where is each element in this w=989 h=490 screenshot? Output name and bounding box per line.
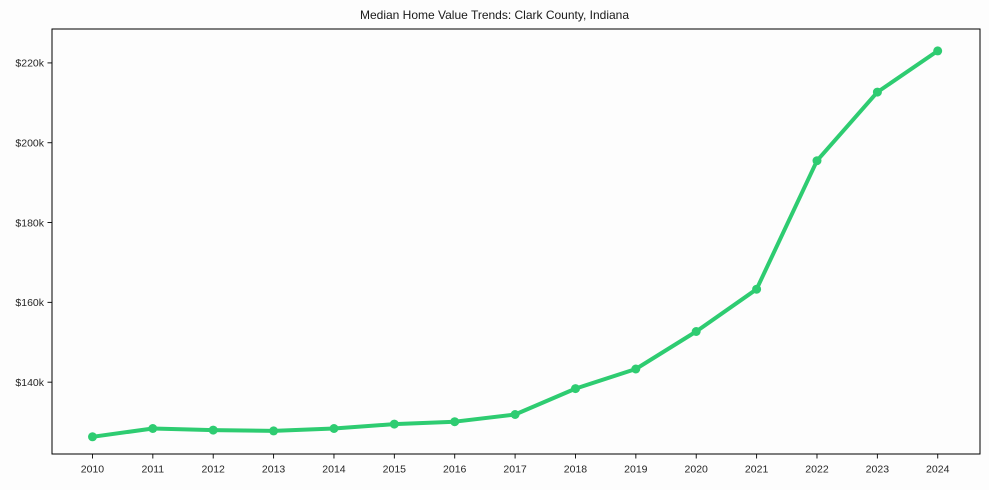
data-point-marker bbox=[752, 284, 762, 294]
data-point-marker bbox=[510, 410, 520, 419]
y-axis-tick-label: $160k bbox=[15, 297, 44, 309]
x-axis-tick-label: 2022 bbox=[805, 464, 829, 476]
data-point-marker bbox=[208, 425, 218, 435]
x-axis-tick-label: 2021 bbox=[745, 464, 769, 476]
x-axis-tick-label: 2011 bbox=[142, 464, 165, 476]
x-axis-tick-label: 2016 bbox=[443, 464, 467, 476]
x-axis-tick-label: 2023 bbox=[866, 464, 890, 476]
x-axis-tick-label: 2014 bbox=[322, 464, 346, 476]
y-axis-tick-label: $220k bbox=[15, 58, 44, 70]
x-axis-tick-label: 2019 bbox=[624, 464, 648, 476]
x-axis-tick-label: 2020 bbox=[685, 464, 709, 476]
data-point-marker bbox=[389, 419, 399, 429]
y-axis-tick-label: $180k bbox=[15, 217, 44, 229]
x-axis-tick-label: 2015 bbox=[383, 464, 407, 476]
data-point-marker bbox=[631, 364, 641, 374]
x-axis-tick-label: 2012 bbox=[202, 464, 226, 476]
data-point-marker bbox=[872, 87, 882, 97]
y-axis-tick-label: $200k bbox=[15, 138, 44, 150]
x-axis-tick-label: 2024 bbox=[926, 464, 950, 476]
data-point-marker bbox=[691, 327, 701, 336]
chart-title: Median Home Value Trends: Clark County, … bbox=[359, 8, 630, 22]
data-point-marker bbox=[88, 432, 97, 442]
x-axis-tick-label: 2018 bbox=[564, 464, 588, 476]
trend-line bbox=[90, 48, 940, 439]
data-point-marker bbox=[329, 424, 339, 433]
data-point-marker bbox=[450, 417, 460, 427]
x-axis-tick-label: 2017 bbox=[503, 464, 527, 476]
x-axis-tick-label: 2010 bbox=[81, 464, 105, 476]
data-point-marker bbox=[933, 46, 943, 56]
data-point-marker bbox=[148, 424, 158, 433]
data-point-marker bbox=[571, 384, 580, 394]
y-axis-tick-label: $140k bbox=[15, 377, 44, 389]
data-point-marker bbox=[812, 156, 822, 166]
plot-area-border bbox=[51, 28, 981, 455]
data-point-marker bbox=[269, 426, 279, 436]
x-axis-tick-label: 2013 bbox=[262, 464, 286, 476]
